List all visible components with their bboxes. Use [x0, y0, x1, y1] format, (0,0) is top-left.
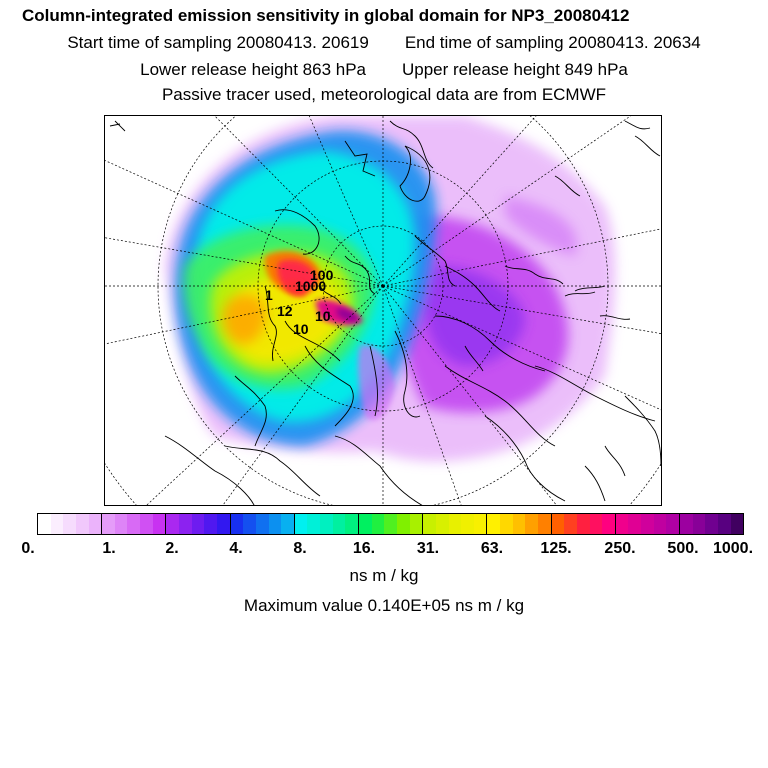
lower-release-label: Lower release height 863 hPa [140, 60, 366, 79]
start-time-label: Start time of sampling 20080413. 20619 [67, 33, 369, 52]
legend-swatch [641, 514, 654, 534]
color-legend-bar [37, 513, 744, 535]
legend-tick: 500. [667, 540, 699, 557]
legend-swatch [461, 514, 474, 534]
contour-label: 10 [293, 321, 309, 337]
legend-swatch [371, 514, 385, 534]
legend-tick: 2. [165, 540, 179, 557]
legend-swatch [717, 514, 731, 534]
legend-swatch [152, 514, 167, 534]
legend-swatch [551, 514, 565, 534]
legend-swatch [102, 514, 115, 534]
polar-map: 100 1000 1 12 10 10 [105, 116, 661, 505]
legend-ticks: 0. 1. 2. 4. 8. 16. 31. 63. 125. 250. 500… [0, 540, 768, 560]
legend-swatch [653, 514, 667, 534]
legend-swatch [50, 514, 64, 534]
legend-swatch [307, 514, 321, 534]
tracer-note: Passive tracer used, meteorological data… [161, 85, 607, 104]
sensitivity-field [165, 116, 616, 462]
contour-label: 10 [315, 308, 331, 324]
legend-swatch [38, 514, 51, 534]
legend-swatch [166, 514, 180, 534]
legend-swatch [473, 514, 488, 534]
legend-swatch [564, 514, 577, 534]
coastlines [109, 120, 661, 505]
contour-label: 1000 [295, 278, 326, 294]
legend-swatch [384, 514, 397, 534]
maximum-value-label: Maximum value 0.140E+05 ns m / kg [243, 596, 525, 615]
legend-tick: 8. [293, 540, 307, 557]
contour-labels: 100 1000 1 12 10 10 [265, 267, 334, 337]
legend-swatch [396, 514, 410, 534]
legend-swatch [615, 514, 629, 534]
legend-tick: 31. [416, 540, 440, 557]
legend-swatch [628, 514, 642, 534]
release-height-line: Lower release height 863 hPa Upper releas… [0, 60, 768, 80]
legend-swatch [500, 514, 513, 534]
legend-swatch [216, 514, 231, 534]
legend-swatch [114, 514, 128, 534]
legend-tick: 0. [21, 540, 35, 557]
legend-tick: 125. [540, 540, 572, 557]
legend-swatch [409, 514, 424, 534]
legend-swatch [730, 514, 744, 534]
legend-swatch [705, 514, 718, 534]
legend-swatch [204, 514, 217, 534]
contour-label: 12 [277, 303, 293, 319]
legend-tick: 1000. [712, 540, 754, 557]
legend-swatch [512, 514, 526, 534]
legend-swatch [359, 514, 372, 534]
legend-swatch [576, 514, 590, 534]
legend-swatch [243, 514, 256, 534]
legend-swatch [448, 514, 462, 534]
legend-swatch [230, 514, 244, 534]
legend-swatch [345, 514, 360, 534]
legend-tick: 16. [352, 540, 376, 557]
legend-swatch [127, 514, 141, 534]
legend-swatch [589, 514, 603, 534]
plot-title: Column-integrated emission sensitivity i… [22, 6, 630, 25]
legend-swatch [320, 514, 333, 534]
legend-swatch [680, 514, 693, 534]
legend-swatch [487, 514, 501, 534]
legend-swatch [525, 514, 538, 534]
legend-tick: 1. [102, 540, 116, 557]
legend-tick: 63. [480, 540, 504, 557]
legend-swatch [332, 514, 346, 534]
contour-label: 100 [310, 267, 334, 283]
graticule [105, 116, 661, 505]
legend-swatch [537, 514, 552, 534]
legend-swatch [602, 514, 616, 534]
legend-swatch [140, 514, 153, 534]
map-panel: 100 1000 1 12 10 10 [104, 115, 662, 506]
sampling-time-line: Start time of sampling 20080413. 20619 En… [0, 33, 768, 53]
legend-unit: ns m / kg [349, 566, 419, 585]
legend-swatch [692, 514, 706, 534]
legend-swatch [88, 514, 103, 534]
legend-swatch [435, 514, 449, 534]
legend-swatch [63, 514, 76, 534]
legend-swatch [191, 514, 205, 534]
legend-swatch [179, 514, 192, 534]
legend-swatch [268, 514, 282, 534]
legend-tick: 250. [604, 540, 636, 557]
upper-release-label: Upper release height 849 hPa [402, 60, 628, 79]
legend-swatch [75, 514, 89, 534]
legend-swatch [294, 514, 308, 534]
end-time-label: End time of sampling 20080413. 20634 [404, 33, 701, 52]
legend-swatch [666, 514, 681, 534]
contour-label: 1 [265, 287, 273, 303]
legend-swatch [423, 514, 436, 534]
legend-swatch [255, 514, 269, 534]
legend-swatch [281, 514, 295, 534]
legend-tick: 4. [229, 540, 243, 557]
